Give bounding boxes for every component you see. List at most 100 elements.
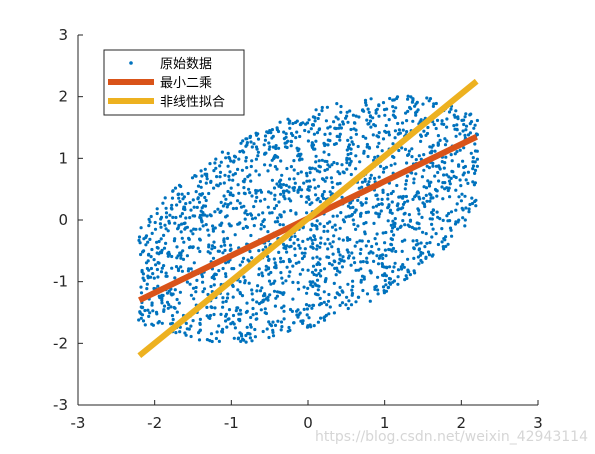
scatter-point [149, 266, 153, 271]
scatter-point [317, 164, 321, 168]
scatter-point [382, 289, 386, 293]
scatter-point [279, 328, 283, 332]
scatter-point [282, 317, 286, 321]
scatter-point [358, 160, 362, 164]
scatter-point [228, 170, 232, 174]
scatter-point [393, 261, 397, 265]
y-tick-label: -1 [53, 273, 68, 291]
scatter-point [367, 122, 371, 126]
scatter-point [394, 106, 398, 110]
scatter-point [209, 284, 213, 289]
scatter-point [223, 248, 227, 252]
y-tick-label: -3 [53, 396, 68, 414]
scatter-point [392, 265, 396, 269]
scatter-point [392, 233, 396, 237]
scatter-point [170, 196, 175, 200]
scatter-point [270, 211, 274, 215]
scatter-point [430, 149, 434, 153]
scatter-point [278, 182, 283, 187]
scatter-point [312, 324, 316, 328]
scatter-point [387, 130, 391, 134]
scatter-point [139, 252, 143, 257]
scatter-point [191, 245, 195, 249]
scatter-point [387, 118, 391, 122]
scatter-point [431, 164, 435, 168]
scatter-point [322, 318, 327, 322]
scatter-point [245, 301, 249, 305]
scatter-point [262, 143, 266, 147]
scatter-point [326, 299, 331, 303]
scatter-point [419, 133, 423, 137]
scatter-point [337, 250, 341, 254]
scatter-point [211, 224, 215, 228]
scatter-point [446, 219, 450, 223]
scatter-point [182, 205, 187, 209]
scatter-point [371, 251, 375, 255]
scatter-point [187, 237, 191, 241]
scatter-point [155, 267, 159, 272]
scatter-point [454, 220, 458, 224]
scatter-point [140, 306, 144, 310]
scatter-point [317, 159, 321, 163]
scatter-point [264, 311, 268, 316]
scatter-point [191, 319, 195, 323]
scatter-point [272, 206, 277, 210]
scatter-point [405, 130, 409, 134]
scatter-point [261, 329, 265, 334]
scatter-point [244, 209, 248, 213]
scatter-point [395, 204, 399, 208]
scatter-point [372, 221, 376, 225]
scatter-point [180, 269, 184, 273]
scatter-point [183, 331, 187, 335]
scatter-point [258, 199, 263, 203]
scatter-point [207, 233, 211, 237]
scatter-point [462, 165, 466, 170]
scatter-point [271, 134, 275, 138]
scatter-point [471, 160, 475, 164]
scatter-point [339, 126, 343, 130]
scatter-point [238, 290, 242, 295]
scatter-point [319, 269, 323, 273]
scatter-point [322, 300, 326, 304]
y-tick-label: 0 [58, 211, 68, 229]
scatter-point [211, 256, 216, 260]
scatter-point [366, 107, 370, 111]
scatter-point [449, 210, 454, 214]
scatter-point [271, 334, 276, 338]
scatter-point [298, 134, 302, 139]
scatter-point [331, 240, 335, 244]
scatter-point [295, 130, 299, 134]
scatter-point [255, 147, 259, 151]
scatter-point [250, 194, 254, 198]
scatter-point [361, 260, 365, 264]
scatter-point [203, 195, 207, 200]
scatter-point [175, 310, 179, 314]
scatter-point [154, 263, 158, 267]
scatter-point [267, 258, 271, 262]
scatter-point [171, 317, 175, 322]
scatter-point [461, 159, 465, 163]
scatter-point [140, 268, 144, 273]
scatter-point [412, 177, 416, 181]
scatter-point [466, 170, 470, 174]
scatter-point [146, 240, 150, 244]
scatter-point [376, 145, 380, 149]
scatter-point [381, 170, 386, 174]
scatter-point [279, 260, 283, 264]
scatter-point [189, 293, 193, 297]
scatter-point [348, 109, 352, 113]
scatter-point [434, 126, 438, 131]
scatter-point [307, 118, 311, 122]
scatter-point [331, 252, 335, 256]
scatter-point [250, 159, 254, 163]
scatter-point [452, 113, 456, 117]
scatter-point [301, 321, 305, 325]
scatter-point [250, 288, 254, 292]
scatter-point [268, 211, 272, 215]
scatter-point [455, 202, 459, 206]
scatter-point [279, 185, 283, 189]
scatter-point [385, 107, 389, 111]
scatter-point [461, 216, 465, 220]
scatter-point [431, 208, 436, 212]
scatter-point [309, 325, 313, 329]
